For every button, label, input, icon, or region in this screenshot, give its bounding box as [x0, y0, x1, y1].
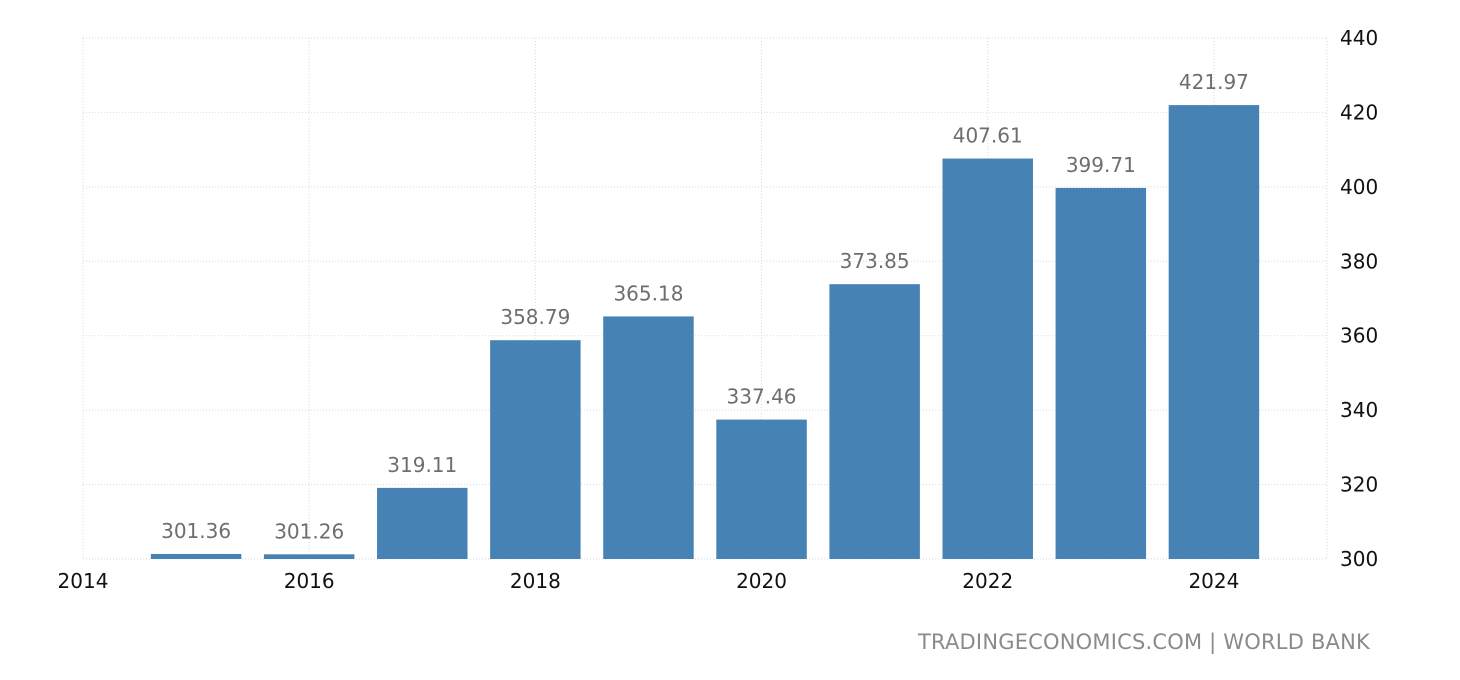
y-tick-label: 300 [1340, 547, 1378, 571]
bar-2015 [150, 553, 242, 559]
bar-2019 [603, 316, 694, 559]
x-tick-label: 2024 [1188, 569, 1239, 593]
bar-2016 [263, 554, 355, 559]
data-label-2018: 358.79 [500, 305, 570, 329]
bar-2022 [942, 158, 1033, 559]
x-tick-label: 2016 [284, 569, 335, 593]
y-axis-ticks: 300 320 340 360 380 400 420 440 [1340, 26, 1378, 571]
data-label-2015: 301.36 [161, 519, 231, 543]
bar-2020 [716, 419, 807, 559]
source-credit: TRADINGECONOMICS.COM | WORLD BANK [918, 630, 1370, 654]
bars [150, 105, 1260, 560]
x-axis-ticks: 2014 2016 2018 2020 2022 2024 [58, 569, 1240, 593]
data-label-2024: 421.97 [1179, 70, 1249, 94]
x-tick-label: 2022 [962, 569, 1013, 593]
y-tick-label: 400 [1340, 175, 1378, 199]
x-tick-label: 2014 [58, 569, 109, 593]
x-tick-label: 2018 [510, 569, 561, 593]
data-label-2019: 365.18 [613, 281, 683, 305]
y-tick-label: 320 [1340, 473, 1378, 497]
y-tick-label: 360 [1340, 324, 1378, 348]
grid-lines [82, 37, 1328, 560]
data-label-2016: 301.26 [274, 519, 344, 543]
data-label-2022: 407.61 [953, 124, 1023, 148]
data-label-2023: 399.71 [1066, 153, 1136, 177]
data-labels: 301.36 301.26 319.11 358.79 365.18 337.46 373.… [161, 70, 1249, 543]
data-label-2021: 373.85 [840, 249, 910, 273]
x-tick-label: 2020 [736, 569, 787, 593]
bar-2024 [1168, 105, 1260, 560]
y-tick-label: 380 [1340, 249, 1378, 273]
y-tick-label: 340 [1340, 398, 1378, 422]
data-label-2017: 319.11 [387, 453, 457, 477]
bar-2023 [1055, 187, 1147, 560]
y-tick-label: 440 [1340, 26, 1378, 50]
data-label-2020: 337.46 [727, 385, 797, 409]
bar-2018 [490, 340, 581, 559]
bar-2021 [829, 284, 920, 559]
y-tick-label: 420 [1340, 100, 1378, 124]
bar-2017 [377, 487, 468, 559]
